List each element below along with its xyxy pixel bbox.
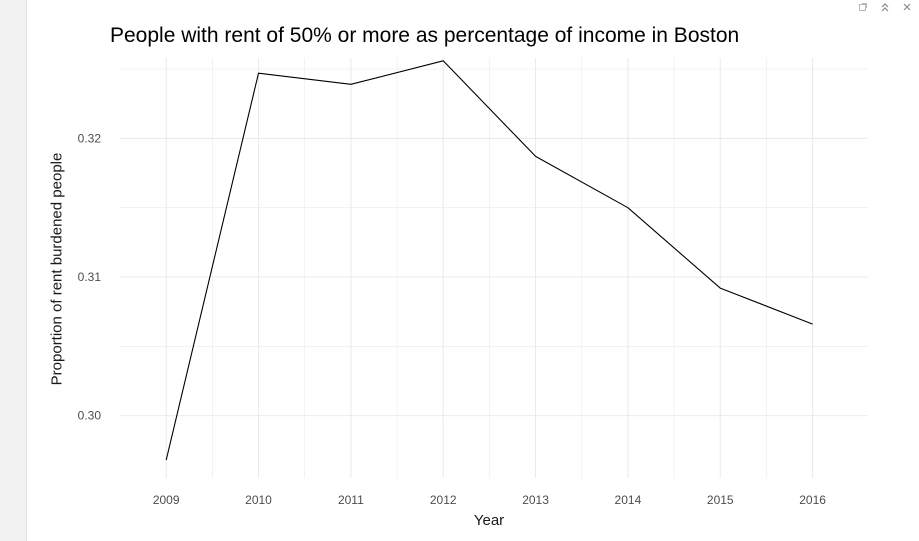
y-tick-label: 0.32: [78, 131, 102, 145]
popout-icon[interactable]: [857, 1, 869, 13]
series-line: [165, 60, 813, 461]
left-panel-strip: [0, 0, 27, 541]
x-tick-labels: 2009 2010 2011 2012 2013 2014 2015 2016: [153, 493, 826, 507]
x-tick-label: 2009: [153, 493, 180, 507]
x-tick-label: 2013: [522, 493, 549, 507]
minor-gridlines: [120, 58, 868, 478]
y-tick-label: 0.31: [78, 270, 102, 284]
x-axis-title: Year: [473, 512, 505, 529]
x-tick-label: 2014: [615, 493, 642, 507]
x-tick-label: 2016: [799, 493, 826, 507]
close-icon[interactable]: [901, 1, 913, 13]
x-tick-label: 2015: [707, 493, 734, 507]
y-tick-label: 0.30: [78, 409, 102, 423]
y-tick-labels: 0.30 0.31 0.32: [78, 131, 102, 422]
series-layer: [165, 60, 813, 461]
chart-title: People with rent of 50% or more as perce…: [110, 24, 740, 47]
window-controls: [857, 0, 913, 14]
x-tick-label: 2010: [245, 493, 272, 507]
major-gridlines: [120, 58, 868, 478]
collapse-icon[interactable]: [879, 1, 891, 13]
x-tick-label: 2012: [430, 493, 457, 507]
x-tick-label: 2011: [338, 493, 364, 507]
